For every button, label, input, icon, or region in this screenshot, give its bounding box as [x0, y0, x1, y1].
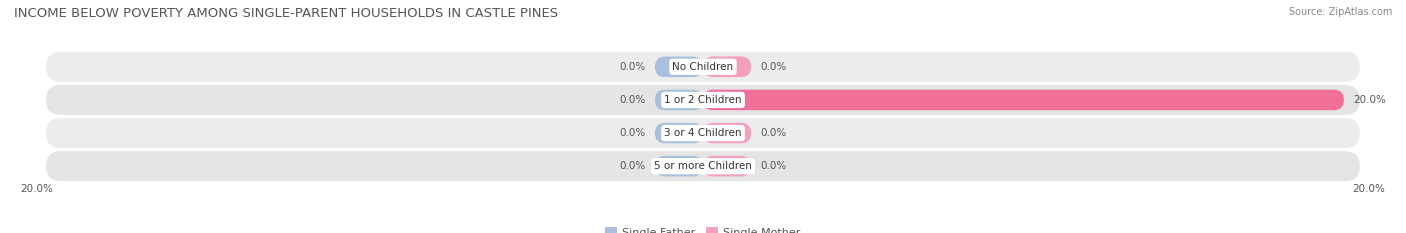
Text: INCOME BELOW POVERTY AMONG SINGLE-PARENT HOUSEHOLDS IN CASTLE PINES: INCOME BELOW POVERTY AMONG SINGLE-PARENT… — [14, 7, 558, 20]
Legend: Single Father, Single Mother: Single Father, Single Mother — [600, 223, 806, 233]
Text: 1 or 2 Children: 1 or 2 Children — [664, 95, 742, 105]
Text: Source: ZipAtlas.com: Source: ZipAtlas.com — [1288, 7, 1392, 17]
FancyBboxPatch shape — [46, 85, 1360, 115]
FancyBboxPatch shape — [46, 151, 1360, 181]
FancyBboxPatch shape — [46, 52, 1360, 82]
Text: 0.0%: 0.0% — [619, 95, 645, 105]
Text: 3 or 4 Children: 3 or 4 Children — [664, 128, 742, 138]
Text: 5 or more Children: 5 or more Children — [654, 161, 752, 171]
FancyBboxPatch shape — [703, 123, 751, 143]
Text: 20.0%: 20.0% — [1354, 95, 1386, 105]
FancyBboxPatch shape — [655, 123, 703, 143]
FancyBboxPatch shape — [703, 90, 1344, 110]
Text: 0.0%: 0.0% — [761, 161, 787, 171]
FancyBboxPatch shape — [655, 156, 703, 176]
Text: 0.0%: 0.0% — [761, 62, 787, 72]
Text: 0.0%: 0.0% — [619, 161, 645, 171]
Text: 0.0%: 0.0% — [619, 62, 645, 72]
FancyBboxPatch shape — [703, 156, 751, 176]
FancyBboxPatch shape — [655, 90, 703, 110]
FancyBboxPatch shape — [655, 57, 703, 77]
Text: 20.0%: 20.0% — [1353, 184, 1385, 194]
Text: 0.0%: 0.0% — [619, 128, 645, 138]
FancyBboxPatch shape — [703, 57, 751, 77]
FancyBboxPatch shape — [46, 118, 1360, 148]
Text: No Children: No Children — [672, 62, 734, 72]
Text: 20.0%: 20.0% — [21, 184, 53, 194]
Text: 0.0%: 0.0% — [761, 128, 787, 138]
